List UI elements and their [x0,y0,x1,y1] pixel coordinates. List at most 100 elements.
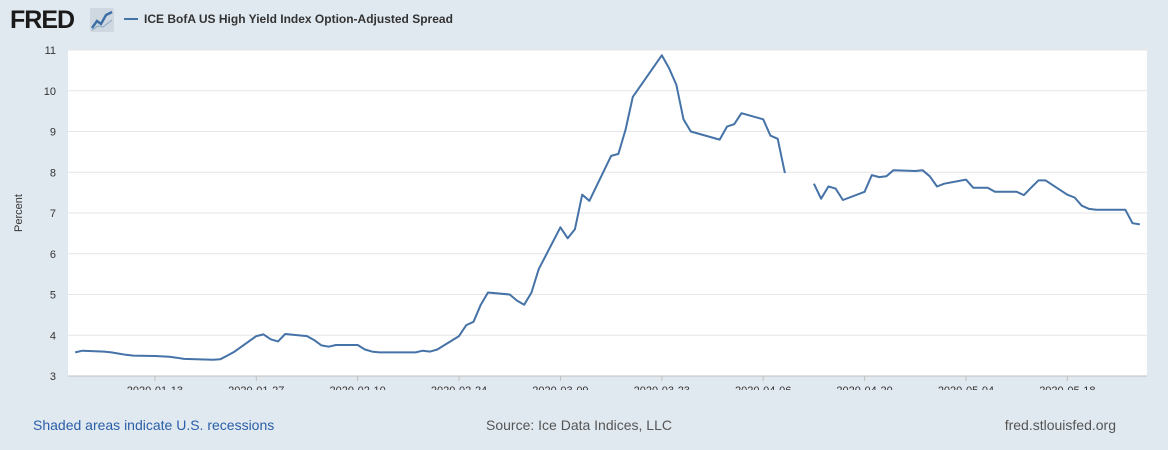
data-point[interactable] [1043,178,1048,183]
data-point[interactable] [370,349,375,354]
data-point[interactable] [268,337,273,342]
recession-note-link[interactable]: Shaded areas indicate U.S. recessions [33,417,275,433]
data-point[interactable] [319,343,324,348]
data-point[interactable] [1029,185,1034,190]
data-point[interactable] [181,356,186,361]
data-point[interactable] [942,181,947,186]
data-point[interactable] [116,351,121,356]
data-point[interactable] [572,227,577,232]
data-point[interactable] [457,334,462,339]
data-point[interactable] [667,66,672,71]
data-point[interactable] [254,334,259,339]
data-point[interactable] [775,136,780,141]
data-point[interactable] [819,196,824,201]
data-point[interactable] [109,350,114,355]
data-point[interactable] [261,332,266,337]
data-point[interactable] [1072,195,1077,200]
data-point[interactable] [1087,206,1092,211]
data-point[interactable] [920,168,925,173]
data-point[interactable] [688,129,693,134]
data-point[interactable] [717,137,722,142]
data-point[interactable] [935,184,940,189]
data-point[interactable] [486,290,491,295]
data-point[interactable] [826,184,831,189]
data-point[interactable] [725,124,730,129]
data-point[interactable] [768,133,773,138]
data-point[interactable] [167,354,172,359]
data-point[interactable] [927,174,932,179]
data-point[interactable] [312,338,317,343]
data-point[interactable] [428,349,433,354]
data-point[interactable] [840,198,845,203]
data-point[interactable] [710,135,715,140]
data-point[interactable] [73,350,78,355]
data-point[interactable] [529,290,534,295]
data-point[interactable] [218,357,223,362]
data-point[interactable] [659,53,664,58]
data-point[interactable] [435,347,440,352]
data-point[interactable] [623,127,628,132]
data-point[interactable] [420,348,425,353]
chart-legend[interactable]: ICE BofA US High Yield Index Option-Adju… [124,9,453,29]
data-point[interactable] [609,153,614,158]
data-point[interactable] [630,94,635,99]
data-point[interactable] [964,177,969,182]
data-point[interactable] [515,298,520,303]
data-point[interactable] [384,350,389,355]
data-point[interactable] [377,350,382,355]
data-point[interactable] [355,343,360,348]
data-point[interactable] [732,122,737,127]
data-point[interactable] [782,171,787,176]
data-point[interactable] [580,192,585,197]
data-point[interactable] [536,267,541,272]
data-point[interactable] [681,117,686,122]
data-point[interactable] [326,344,331,349]
data-point[interactable] [1014,189,1019,194]
data-point[interactable] [225,353,230,358]
series-line[interactable] [812,169,1140,226]
data-point[interactable] [761,117,766,122]
data-point[interactable] [1137,222,1142,227]
series-line[interactable] [74,54,786,361]
data-point[interactable] [1130,221,1135,226]
data-point[interactable] [123,352,128,357]
data-point[interactable] [869,173,874,178]
data-point[interactable] [1021,193,1026,198]
data-point[interactable] [362,347,367,352]
fred-logo[interactable]: FRED [10,6,75,34]
data-point[interactable] [413,350,418,355]
data-point[interactable] [522,302,527,307]
data-point[interactable] [565,236,570,241]
data-point[interactable] [891,168,896,173]
data-point[interactable] [232,349,237,354]
data-point[interactable] [283,332,288,337]
data-point[interactable] [913,169,918,174]
data-point[interactable] [276,339,281,344]
data-point[interactable] [674,82,679,87]
data-point[interactable] [616,151,621,156]
data-point[interactable] [102,349,107,354]
data-point[interactable] [877,175,882,180]
data-point[interactable] [507,292,512,297]
data-point[interactable] [1065,192,1070,197]
data-point[interactable] [978,185,983,190]
data-point[interactable] [305,334,310,339]
data-point[interactable] [1094,207,1099,212]
data-point[interactable] [131,353,136,358]
data-point[interactable] [210,357,215,362]
data-point[interactable] [174,355,179,360]
data-point[interactable] [971,185,976,190]
data-point[interactable] [80,348,85,353]
data-point[interactable] [333,343,338,348]
data-point[interactable] [1079,203,1084,208]
data-point[interactable] [992,189,997,194]
data-point[interactable] [884,174,889,179]
data-point[interactable] [478,302,483,307]
data-point[interactable] [811,181,816,186]
data-point[interactable] [558,225,563,230]
data-point[interactable] [152,354,157,359]
data-point[interactable] [1036,178,1041,183]
data-point[interactable] [739,111,744,116]
data-point[interactable] [862,189,867,194]
data-point[interactable] [471,319,476,324]
